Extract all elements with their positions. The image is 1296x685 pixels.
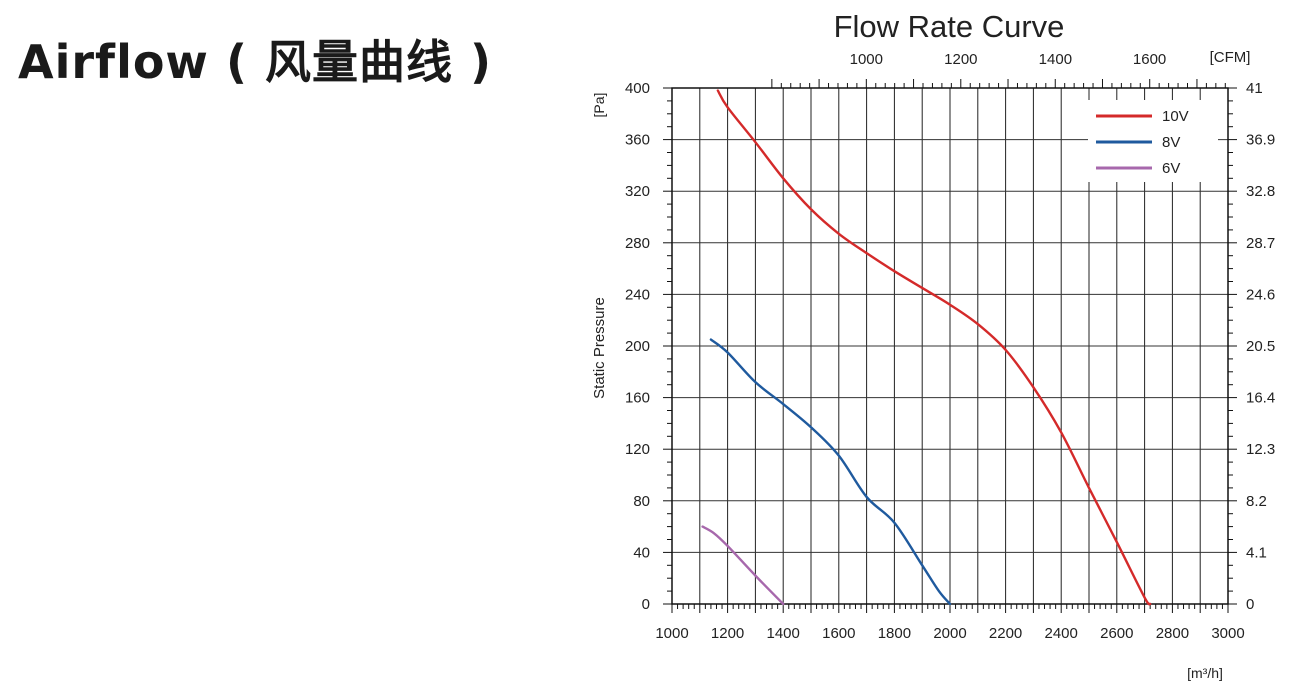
series-line-6v (701, 525, 785, 606)
x-top-tick-label: 1600 (1133, 51, 1166, 68)
x-tick-label: 1200 (711, 625, 744, 642)
y-tick-label: 120 (625, 441, 650, 458)
y-axis-label: Static Pressure (591, 297, 608, 399)
x-axis-label: [m³/h] (1187, 665, 1223, 681)
x-tick-label: 1800 (878, 625, 911, 642)
x-tick-label: 2200 (989, 625, 1022, 642)
y-tick-label: 80 (633, 493, 650, 510)
x-top-tick-label: 1400 (1039, 51, 1072, 68)
y-right-tick-label: 12.3 (1246, 441, 1275, 458)
legend: 10V 8V 6V (1088, 100, 1218, 182)
legend-label-10v: 10V (1162, 108, 1189, 125)
y-tick-label: 0 (642, 596, 650, 613)
y-tick-label: 320 (625, 183, 650, 200)
x-top-tick-label: 1000 (850, 51, 883, 68)
labels-layer: 1000 1200 1400 1600 1800 2000 2200 2400 2600 2800… (625, 51, 1275, 642)
y-tick-label: 200 (625, 338, 650, 355)
y-axis-unit: [Pa] (591, 93, 607, 118)
x-tick-label: 2800 (1156, 625, 1189, 642)
y-right-tick-label: 16.4 (1246, 390, 1275, 407)
x-tick-label: 2400 (1045, 625, 1078, 642)
ticks-layer (663, 79, 1237, 613)
x-tick-label: 3000 (1211, 625, 1244, 642)
y-tick-label: 280 (625, 235, 650, 252)
y-right-tick-label: 8.2 (1246, 493, 1267, 510)
y-tick-label: 360 (625, 132, 650, 149)
x-tick-label: 2600 (1100, 625, 1133, 642)
x-top-tick-label: 1200 (944, 51, 977, 68)
x-top-unit: [CFM] (1210, 49, 1251, 66)
y-right-tick-label: 41 (1246, 80, 1263, 97)
y-tick-label: 400 (625, 80, 650, 97)
y-right-tick-label: 24.6 (1246, 286, 1275, 303)
x-tick-label: 1000 (655, 625, 688, 642)
legend-label-6v: 6V (1162, 160, 1180, 177)
legend-label-8v: 8V (1162, 134, 1180, 151)
x-tick-label: 1600 (822, 625, 855, 642)
series-layer (701, 89, 1152, 606)
y-right-tick-label: 4.1 (1246, 544, 1267, 561)
y-tick-label: 160 (625, 390, 650, 407)
y-tick-label: 240 (625, 286, 650, 303)
y-tick-label: 40 (633, 544, 650, 561)
series-line-10v (716, 89, 1152, 606)
y-right-tick-label: 20.5 (1246, 338, 1275, 355)
y-right-tick-label: 28.7 (1246, 235, 1275, 252)
y-right-tick-label: 36.9 (1246, 132, 1275, 149)
grid-layer (672, 88, 1228, 604)
series-line-8v (709, 338, 952, 606)
page-heading: Airflow ( 风量曲线 ) (18, 35, 493, 89)
x-tick-label: 1400 (767, 625, 800, 642)
y-right-tick-label: 32.8 (1246, 183, 1275, 200)
chart-title: Flow Rate Curve (834, 9, 1065, 44)
y-right-tick-label: 0 (1246, 596, 1254, 613)
x-tick-label: 2000 (933, 625, 966, 642)
